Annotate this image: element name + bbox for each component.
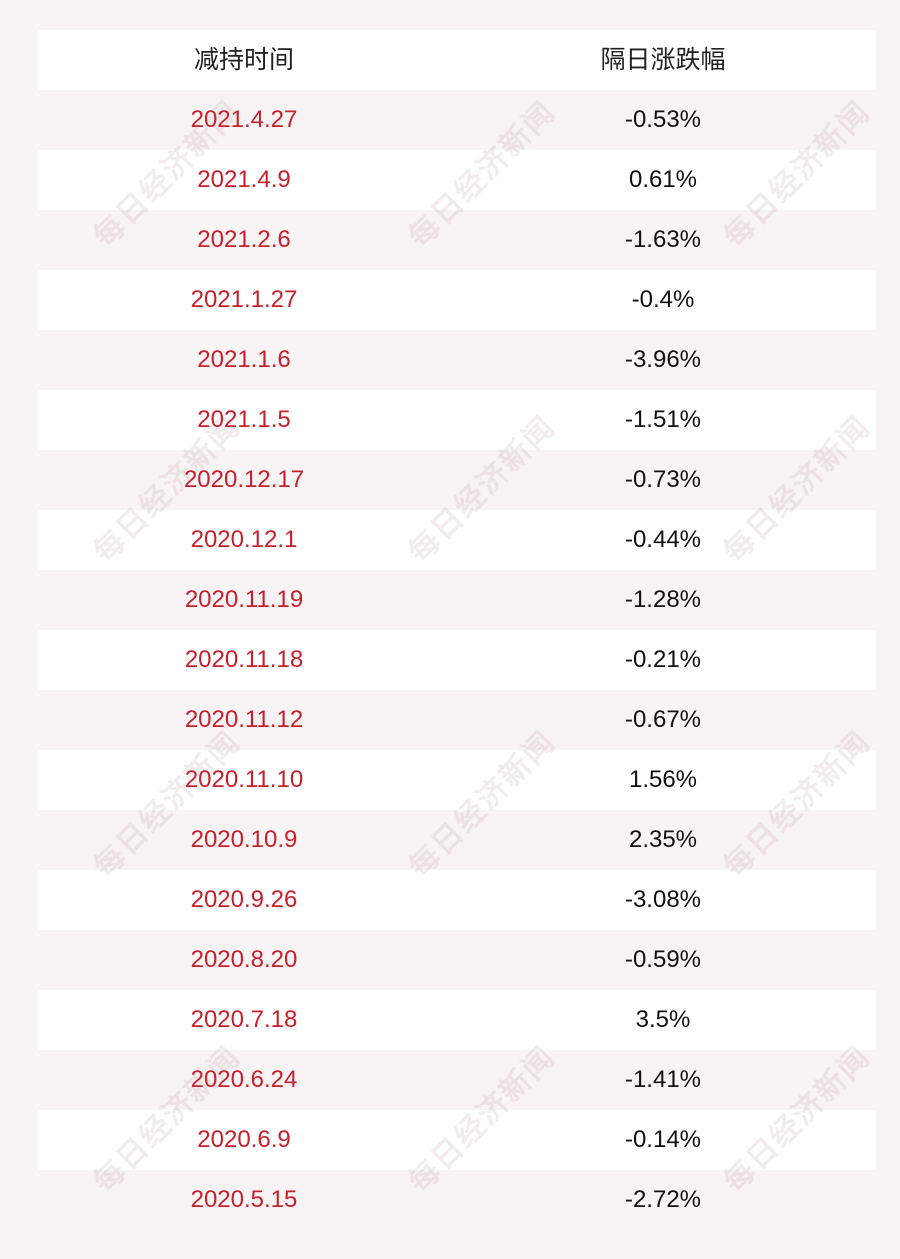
table-row: 2020.12.1 -0.44% (38, 510, 876, 570)
row-change: -1.41% (624, 1066, 702, 1093)
row-change: -0.67% (624, 706, 702, 733)
table-row: 2021.2.6 -1.63% (38, 210, 876, 270)
row-change: -0.73% (624, 466, 702, 493)
table-row: 2021.1.5 -1.51% (38, 390, 876, 450)
row-change: -0.59% (624, 946, 702, 973)
row-change: 2.35% (628, 826, 698, 853)
row-change: -0.53% (624, 106, 702, 133)
row-date: 2020.12.17 (183, 466, 305, 493)
row-date: 2020.11.12 (184, 706, 304, 733)
row-change: -0.21% (624, 646, 702, 673)
row-date: 2020.11.19 (184, 586, 304, 613)
row-change: -0.44% (624, 526, 702, 553)
table-row: 2020.11.12 -0.67% (38, 690, 876, 750)
row-change: -3.96% (624, 346, 702, 373)
table-row: 2020.5.15 -2.72% (38, 1170, 876, 1230)
table-row: 2020.6.24 -1.41% (38, 1050, 876, 1110)
row-date: 2020.6.9 (197, 1126, 291, 1153)
row-change: 3.5% (635, 1006, 691, 1033)
row-date: 2020.7.18 (190, 1006, 298, 1033)
row-change: -3.08% (624, 886, 702, 913)
row-date: 2020.8.20 (190, 946, 298, 973)
table-row: 2020.11.18 -0.21% (38, 630, 876, 690)
table-row: 2020.12.17 -0.73% (38, 450, 876, 510)
header-date: 减持时间 (193, 46, 294, 74)
row-date: 2021.1.27 (190, 286, 298, 313)
table-row: 2020.11.10 1.56% (38, 750, 876, 810)
table-row: 2020.6.9 -0.14% (38, 1110, 876, 1170)
row-change: -1.28% (624, 586, 702, 613)
row-date: 2020.11.10 (184, 766, 304, 793)
row-date: 2020.10.9 (190, 826, 298, 853)
table-row: 2020.10.9 2.35% (38, 810, 876, 870)
row-date: 2020.11.18 (184, 646, 304, 673)
row-change: -1.63% (624, 226, 702, 253)
row-date: 2021.1.6 (197, 346, 291, 373)
table-row: 2020.8.20 -0.59% (38, 930, 876, 990)
row-date: 2020.6.24 (190, 1066, 298, 1093)
header-change: 隔日涨跌幅 (600, 46, 726, 74)
row-change: 0.61% (628, 166, 698, 193)
row-change: -1.51% (624, 406, 702, 433)
table-row: 2020.7.18 3.5% (38, 990, 876, 1050)
row-date: 2020.12.1 (190, 526, 298, 553)
row-change: -0.4% (631, 286, 695, 313)
row-date: 2021.4.9 (197, 166, 291, 193)
table-row: 2021.1.27 -0.4% (38, 270, 876, 330)
table-header-row: 减持时间 隔日涨跌幅 (38, 30, 876, 90)
row-date: 2021.4.27 (190, 106, 298, 133)
table-row: 2021.1.6 -3.96% (38, 330, 876, 390)
row-change: -2.72% (624, 1186, 702, 1213)
table-row: 2021.4.27 -0.53% (38, 90, 876, 150)
table-row: 2021.4.9 0.61% (38, 150, 876, 210)
row-date: 2020.5.15 (190, 1186, 298, 1213)
row-date: 2021.1.5 (197, 406, 291, 433)
row-date: 2020.9.26 (190, 886, 298, 913)
data-table: 减持时间 隔日涨跌幅 2021.4.27 -0.53% 2021.4.9 0.6… (38, 30, 876, 1230)
row-date: 2021.2.6 (197, 226, 291, 253)
row-change: -0.14% (624, 1126, 702, 1153)
table-row: 2020.9.26 -3.08% (38, 870, 876, 930)
row-change: 1.56% (628, 766, 698, 793)
table-row: 2020.11.19 -1.28% (38, 570, 876, 630)
